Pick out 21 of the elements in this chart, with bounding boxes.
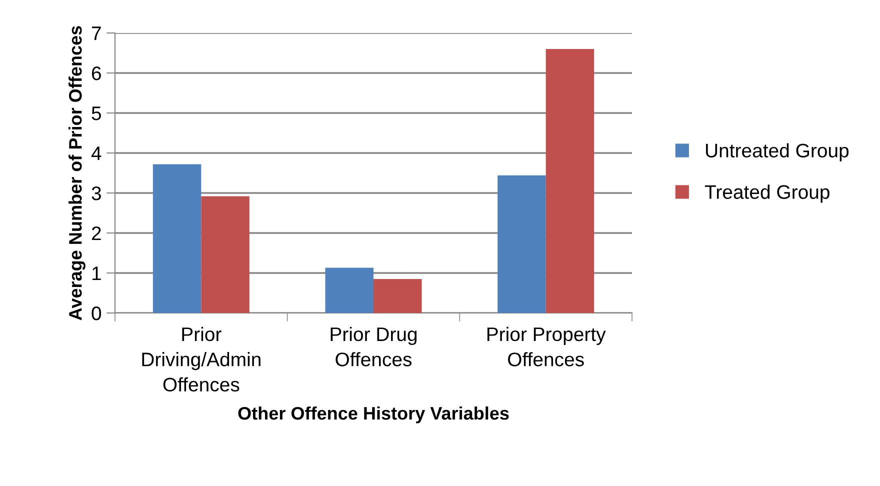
y-tick-label: 3 bbox=[92, 186, 101, 200]
bar bbox=[498, 175, 546, 313]
legend-label: Untreated Group bbox=[706, 143, 849, 162]
x-axis-title: Other Offence History Variables bbox=[238, 406, 509, 424]
y-tick-label: 1 bbox=[92, 266, 101, 280]
bar bbox=[152, 164, 202, 313]
y-tick-label: 2 bbox=[92, 226, 101, 240]
bar bbox=[546, 49, 594, 313]
x-tick-label: Prior Driving/Admin Offences bbox=[142, 326, 260, 392]
y-axis-title: Average Number of Prior Offences bbox=[68, 26, 86, 320]
y-tick-label: 7 bbox=[92, 26, 101, 40]
y-tick-label: 4 bbox=[91, 146, 102, 160]
y-tick-label: 0 bbox=[92, 306, 102, 320]
y-tick-label: 6 bbox=[92, 66, 101, 80]
bar bbox=[201, 196, 250, 313]
bar bbox=[374, 279, 422, 313]
x-tick-label: Prior Drug Offences bbox=[330, 326, 417, 366]
y-tick-label: 5 bbox=[92, 106, 101, 120]
bar bbox=[325, 268, 374, 313]
x-tick-label: Prior Property Offences bbox=[487, 326, 606, 366]
legend-label: Treated Group bbox=[704, 184, 830, 203]
